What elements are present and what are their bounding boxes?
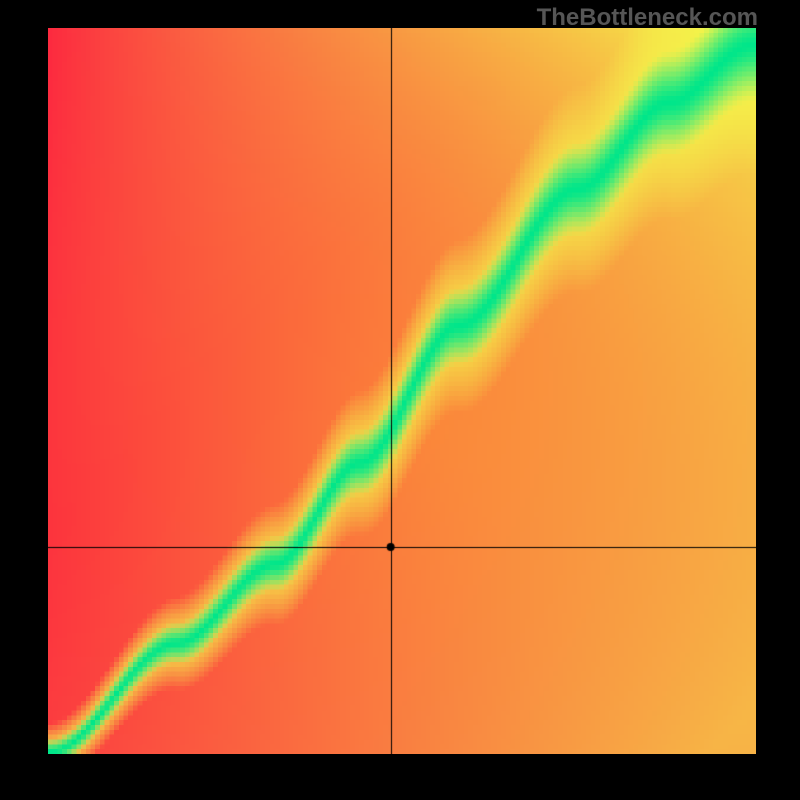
- crosshair-overlay: [48, 28, 756, 754]
- chart-container: TheBottleneck.com: [0, 0, 800, 800]
- watermark-label: TheBottleneck.com: [537, 4, 758, 32]
